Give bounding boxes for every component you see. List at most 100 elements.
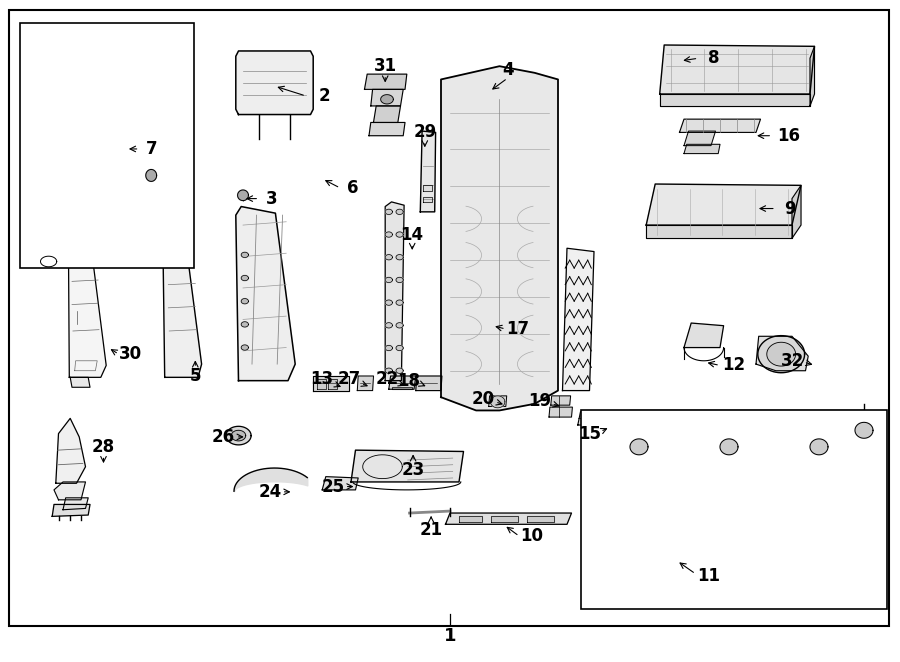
- Text: 8: 8: [708, 49, 719, 68]
- Polygon shape: [810, 46, 814, 106]
- Polygon shape: [551, 396, 571, 405]
- Polygon shape: [389, 376, 416, 389]
- Polygon shape: [603, 483, 846, 543]
- Polygon shape: [385, 255, 392, 260]
- Text: 23: 23: [401, 461, 425, 479]
- Polygon shape: [43, 250, 54, 257]
- Text: 14: 14: [400, 226, 424, 244]
- Bar: [580, 410, 886, 609]
- Text: 26: 26: [212, 428, 235, 446]
- Polygon shape: [226, 426, 251, 445]
- Polygon shape: [163, 235, 202, 377]
- Text: 22: 22: [375, 370, 399, 389]
- Polygon shape: [241, 252, 248, 258]
- Polygon shape: [351, 450, 464, 482]
- Text: 27: 27: [338, 370, 361, 389]
- Polygon shape: [646, 225, 792, 238]
- Text: 3: 3: [266, 189, 277, 208]
- Polygon shape: [357, 376, 374, 391]
- Polygon shape: [238, 190, 248, 201]
- Polygon shape: [322, 477, 358, 490]
- Polygon shape: [423, 197, 432, 202]
- Polygon shape: [810, 439, 828, 455]
- Polygon shape: [241, 299, 248, 304]
- Text: 7: 7: [146, 140, 157, 158]
- Polygon shape: [56, 418, 86, 483]
- Polygon shape: [381, 95, 393, 104]
- Text: 9: 9: [785, 199, 796, 218]
- Text: 19: 19: [528, 391, 552, 410]
- Text: 6: 6: [347, 179, 358, 197]
- Polygon shape: [385, 232, 392, 237]
- Polygon shape: [38, 30, 56, 252]
- Polygon shape: [122, 30, 148, 252]
- Polygon shape: [684, 144, 720, 154]
- Text: 30: 30: [119, 345, 142, 363]
- Polygon shape: [756, 336, 808, 371]
- Polygon shape: [396, 209, 403, 214]
- Polygon shape: [612, 410, 864, 430]
- Polygon shape: [396, 346, 403, 351]
- Polygon shape: [328, 379, 337, 389]
- Polygon shape: [385, 300, 392, 305]
- Polygon shape: [446, 513, 572, 524]
- Bar: [20, 23, 194, 268]
- Text: 4: 4: [502, 60, 513, 79]
- Polygon shape: [396, 232, 403, 237]
- Text: 25: 25: [321, 477, 345, 496]
- Polygon shape: [50, 26, 137, 56]
- Text: 2: 2: [319, 87, 329, 105]
- Polygon shape: [241, 275, 248, 281]
- Polygon shape: [385, 202, 404, 381]
- Polygon shape: [117, 250, 130, 257]
- Polygon shape: [855, 422, 873, 438]
- Polygon shape: [313, 376, 349, 391]
- Polygon shape: [371, 89, 403, 106]
- Polygon shape: [396, 277, 403, 283]
- Polygon shape: [146, 142, 158, 169]
- Polygon shape: [562, 248, 594, 391]
- Polygon shape: [441, 66, 558, 410]
- Polygon shape: [549, 407, 572, 417]
- Polygon shape: [54, 482, 86, 500]
- Text: 28: 28: [92, 438, 115, 456]
- Polygon shape: [491, 396, 505, 408]
- Polygon shape: [526, 516, 554, 522]
- Polygon shape: [603, 424, 846, 483]
- Polygon shape: [241, 322, 248, 327]
- Polygon shape: [364, 74, 407, 89]
- Polygon shape: [146, 169, 157, 181]
- Text: 5: 5: [190, 367, 201, 385]
- Polygon shape: [684, 323, 724, 348]
- Polygon shape: [52, 504, 90, 516]
- Polygon shape: [491, 516, 518, 522]
- Polygon shape: [767, 342, 796, 366]
- Polygon shape: [396, 368, 403, 373]
- Polygon shape: [38, 238, 130, 252]
- Text: 11: 11: [697, 567, 720, 585]
- Text: 16: 16: [777, 126, 800, 145]
- Text: 24: 24: [258, 483, 282, 501]
- Text: 12: 12: [722, 356, 745, 375]
- Polygon shape: [680, 119, 760, 132]
- Polygon shape: [489, 396, 507, 406]
- Polygon shape: [63, 498, 88, 510]
- Polygon shape: [236, 51, 313, 115]
- Text: 17: 17: [506, 320, 529, 338]
- Polygon shape: [720, 439, 738, 455]
- Polygon shape: [578, 412, 619, 425]
- Polygon shape: [385, 368, 392, 373]
- Text: 13: 13: [310, 370, 334, 389]
- Polygon shape: [396, 300, 403, 305]
- Polygon shape: [792, 185, 801, 238]
- Text: 20: 20: [472, 390, 495, 408]
- Polygon shape: [660, 45, 814, 94]
- Polygon shape: [396, 255, 403, 260]
- Text: 21: 21: [419, 520, 443, 539]
- Polygon shape: [846, 424, 878, 483]
- Text: 10: 10: [520, 527, 544, 545]
- Polygon shape: [40, 256, 57, 267]
- Polygon shape: [68, 233, 106, 377]
- Polygon shape: [392, 387, 412, 389]
- Polygon shape: [231, 430, 246, 441]
